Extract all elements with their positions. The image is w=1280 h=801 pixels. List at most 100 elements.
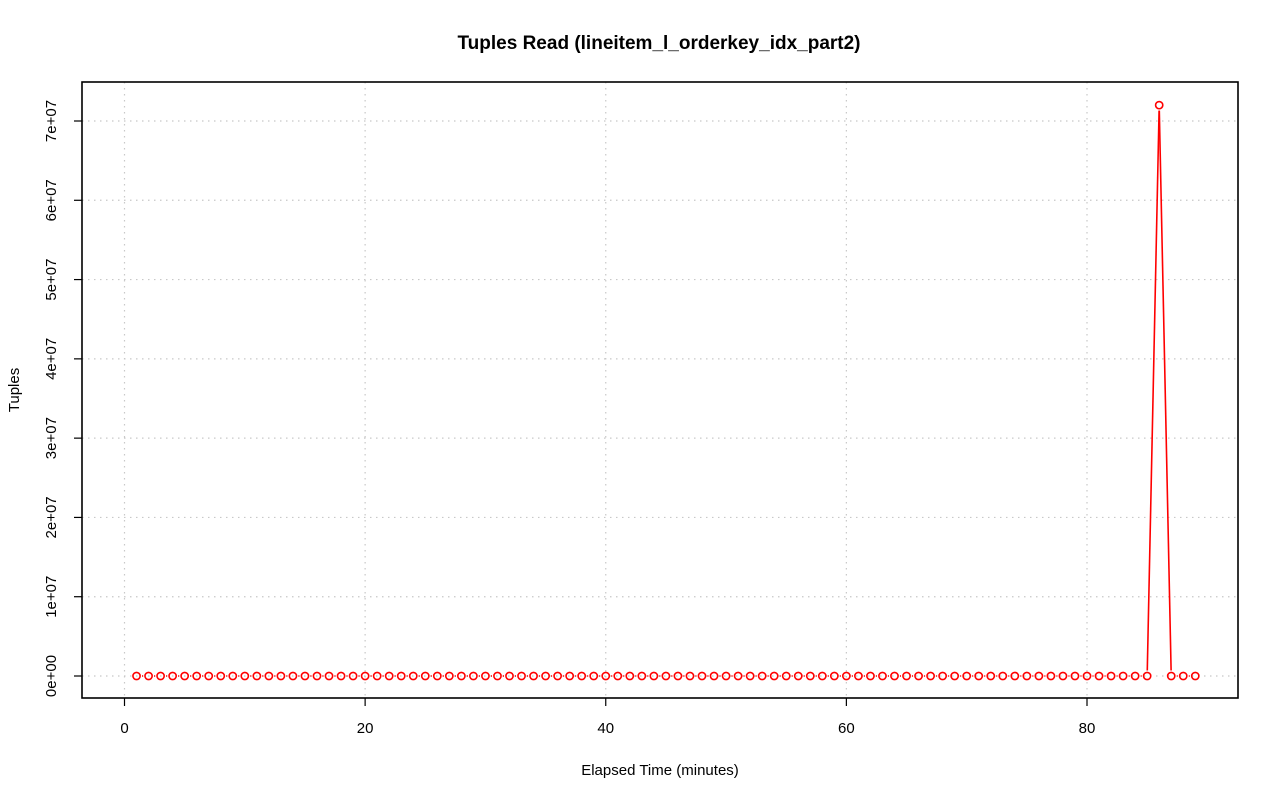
- y-tick-label: 7e+07: [43, 100, 60, 142]
- x-tick-label: 40: [597, 720, 614, 737]
- data-point: [180, 671, 190, 681]
- data-point: [240, 671, 250, 681]
- data-point: [360, 671, 370, 681]
- data-point: [769, 671, 779, 681]
- y-tick-label: 4e+07: [43, 338, 60, 380]
- data-point: [348, 671, 358, 681]
- y-tick-label: 2e+07: [43, 496, 60, 538]
- x-axis: 0 20 40 60 80: [120, 698, 1095, 737]
- data-point: [1046, 671, 1056, 681]
- data-point: [420, 671, 430, 681]
- data-point: [986, 671, 996, 681]
- y-tick-label: 1e+07: [43, 576, 60, 618]
- data-point: [817, 671, 827, 681]
- data-point: [1010, 671, 1020, 681]
- data-point: [505, 671, 514, 681]
- data-point: [469, 671, 478, 681]
- data-point: [962, 671, 972, 681]
- data-point: [264, 671, 274, 681]
- data-point: [805, 671, 815, 681]
- data-point: [950, 671, 960, 681]
- series-line-segment: [1146, 110, 1160, 671]
- plot-frame: [81, 81, 1239, 699]
- data-point: [673, 671, 683, 681]
- gridlines: [82, 82, 1238, 698]
- data-point: [481, 671, 490, 681]
- data-point: [517, 671, 526, 681]
- data-point: [228, 671, 238, 681]
- data-point: [902, 671, 911, 681]
- data-point: [252, 671, 262, 681]
- data-point: [1070, 671, 1080, 681]
- data-point: [396, 671, 406, 681]
- data-point: [444, 671, 454, 681]
- data-point: [336, 671, 346, 681]
- data-point: [601, 671, 611, 681]
- data-point: [204, 671, 214, 681]
- data-point: [1118, 671, 1128, 681]
- data-point: [589, 671, 599, 681]
- data-point: [926, 671, 935, 681]
- y-tick-label: 0e+00: [43, 655, 60, 697]
- data-point: [541, 671, 550, 681]
- data-point: [553, 671, 563, 681]
- data-point: [625, 671, 635, 681]
- data-point: [914, 671, 923, 681]
- data-point: [1094, 671, 1104, 681]
- data-point: [841, 671, 851, 681]
- data-point: [685, 671, 695, 681]
- data-point: [384, 671, 394, 681]
- data-point: [1034, 671, 1044, 681]
- series-group: [132, 100, 1200, 681]
- data-point: [697, 671, 707, 681]
- data-point: [1154, 100, 1164, 110]
- data-point: [745, 671, 755, 681]
- data-point: [661, 671, 671, 681]
- data-point: [300, 671, 310, 681]
- data-point: [1130, 671, 1140, 681]
- x-tick-label: 20: [357, 720, 374, 737]
- data-point: [974, 671, 984, 681]
- data-point: [1190, 671, 1200, 681]
- data-point: [649, 671, 659, 681]
- data-point: [288, 671, 298, 681]
- data-point: [156, 671, 165, 681]
- data-point: [1178, 671, 1188, 681]
- data-point: [793, 671, 803, 681]
- data-point: [637, 671, 647, 681]
- data-point: [1058, 671, 1068, 681]
- chart-title: Tuples Read (lineitem_l_orderkey_idx_par…: [457, 33, 860, 54]
- data-point: [733, 671, 743, 681]
- data-point: [613, 671, 623, 681]
- data-point: [216, 671, 226, 681]
- data-point: [721, 671, 731, 681]
- data-point: [493, 671, 502, 681]
- data-point: [866, 671, 875, 681]
- y-tick-label: 5e+07: [43, 259, 60, 301]
- data-point: [878, 671, 887, 681]
- data-point: [432, 671, 442, 681]
- series-line-segment: [1158, 110, 1172, 671]
- data-point: [938, 671, 948, 681]
- data-point: [1142, 671, 1152, 681]
- x-tick-label: 60: [838, 720, 855, 737]
- x-tick-label: 80: [1079, 720, 1096, 737]
- y-axis-label: Tuples: [6, 368, 23, 412]
- data-point: [1022, 671, 1032, 681]
- y-tick-label: 6e+07: [43, 179, 60, 221]
- data-point: [709, 671, 719, 681]
- data-point: [829, 671, 839, 681]
- data-point: [890, 671, 899, 681]
- y-axis: 0e+00 1e+07 2e+07 3e+07 4e+07 5e+07 6e+07 7e+07: [43, 100, 82, 697]
- data-point: [781, 671, 791, 681]
- data-point: [854, 671, 863, 681]
- data-point: [1106, 671, 1116, 681]
- data-point: [1082, 671, 1092, 681]
- data-point: [276, 671, 286, 681]
- x-tick-label: 0: [120, 720, 128, 737]
- data-point: [372, 671, 382, 681]
- data-point: [132, 671, 141, 681]
- data-point: [456, 671, 466, 681]
- data-point: [144, 671, 153, 681]
